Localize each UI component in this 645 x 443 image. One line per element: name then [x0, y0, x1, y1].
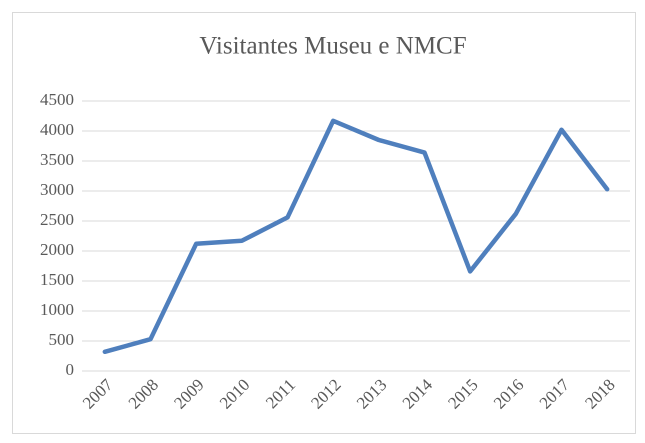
y-tick-label: 4000 [40, 120, 74, 139]
data-line [102, 118, 610, 355]
y-tick-label: 500 [49, 330, 75, 349]
chart-title: Visitantes Museu e NMCF [199, 33, 466, 60]
y-tick-label: 3500 [40, 150, 74, 169]
y-tick-label: 2000 [40, 240, 74, 259]
y-tick-label: 1000 [40, 300, 74, 319]
y-tick-label: 0 [66, 360, 75, 379]
y-tick-label: 3000 [40, 180, 74, 199]
y-tick-label: 4500 [40, 90, 74, 109]
y-tick-label: 2500 [40, 210, 74, 229]
chart-border [12, 12, 636, 434]
y-tick-label: 1500 [40, 270, 74, 289]
